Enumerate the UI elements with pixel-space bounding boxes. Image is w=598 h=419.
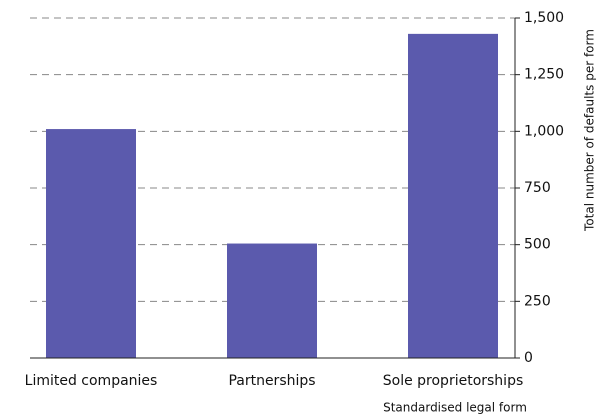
- bar: [227, 243, 317, 358]
- x-axis-label: Standardised legal form: [383, 401, 527, 415]
- bar: [408, 33, 498, 358]
- y-tick-label: 0: [524, 350, 533, 366]
- x-tick-label: Limited companies: [25, 373, 158, 389]
- x-tick-label: Sole proprietorships: [383, 373, 524, 389]
- y-tick-label: 500: [524, 237, 551, 253]
- y-tick-label: 1,250: [524, 67, 564, 83]
- y-tick-label: 750: [524, 180, 551, 196]
- x-tick-label: Partnerships: [228, 373, 315, 389]
- y-axis-label: Total number of defaults per form: [583, 29, 597, 232]
- y-tick-label: 1,000: [524, 123, 564, 139]
- bar: [46, 129, 136, 358]
- y-tick-label: 250: [524, 293, 551, 309]
- y-tick-label: 1,500: [524, 10, 564, 26]
